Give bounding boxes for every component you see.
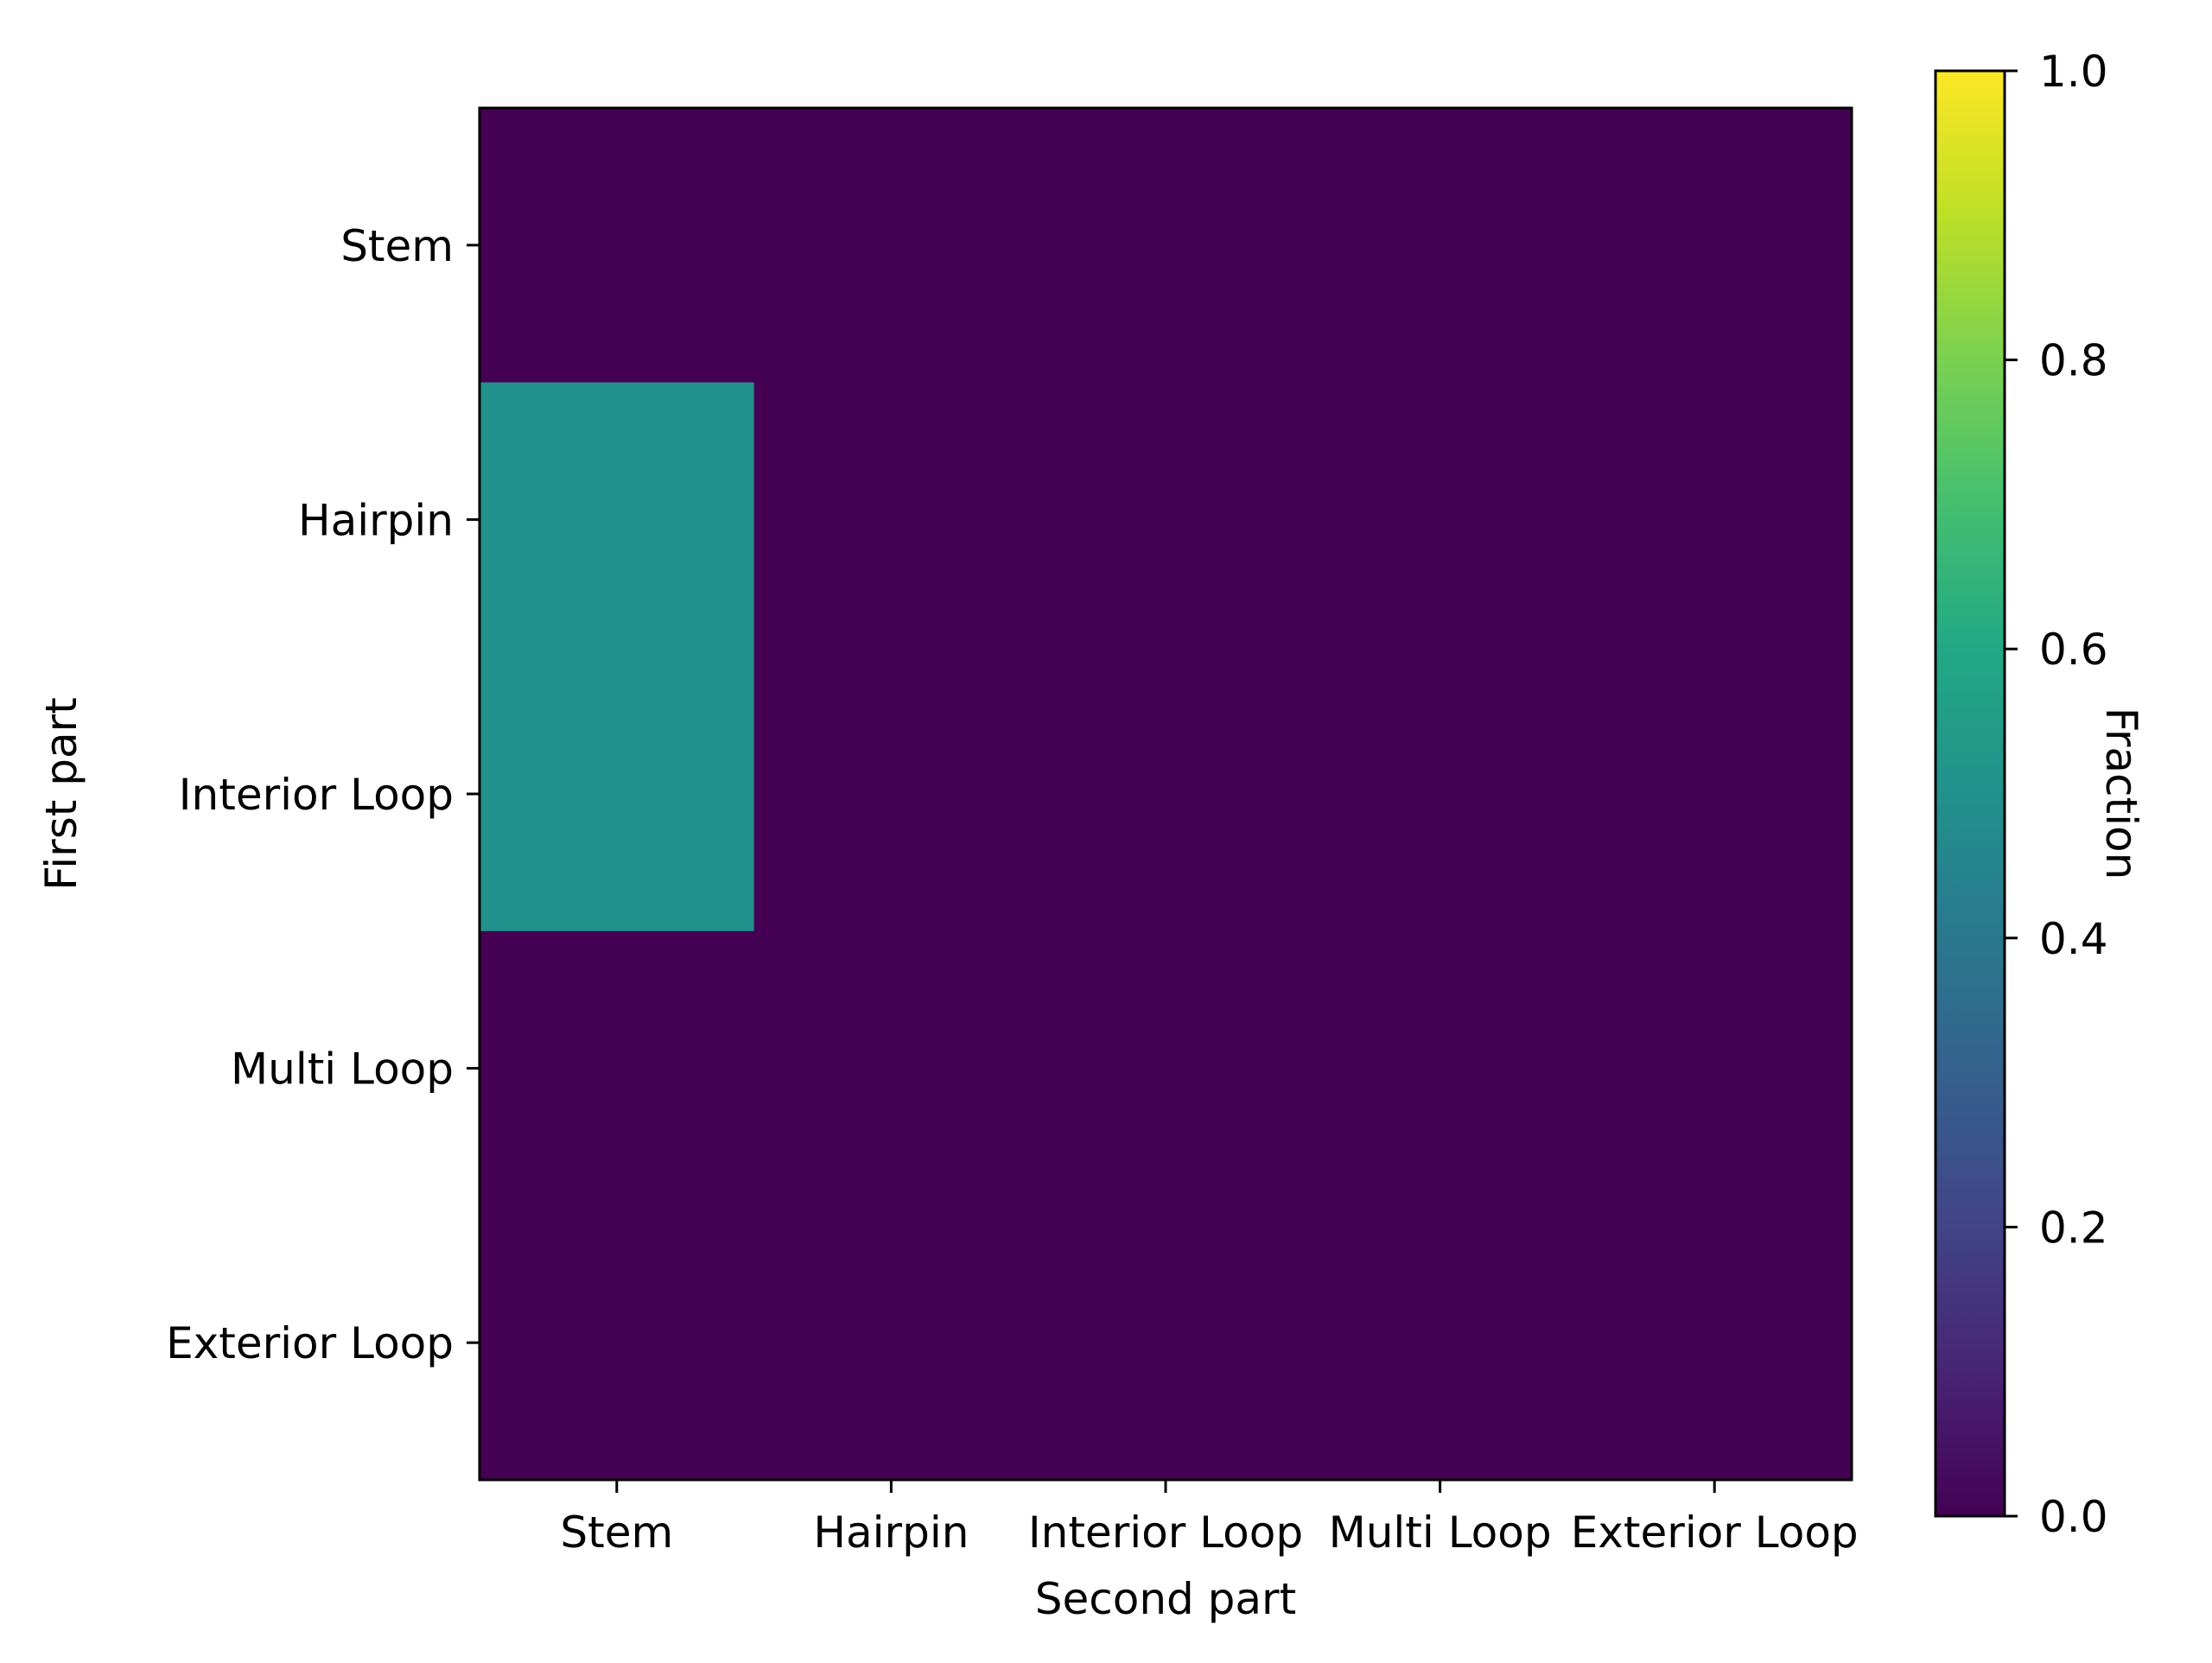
colorbar-tick-label: 0.2: [2039, 1203, 2108, 1253]
heatmap-cell: [1028, 382, 1304, 657]
heatmap-cell: [753, 930, 1029, 1206]
colorbar-tick-label: 0.0: [2039, 1492, 2108, 1542]
x-tick-label: Exterior Loop: [1571, 1507, 1859, 1558]
colorbar-tick-label: 0.8: [2039, 336, 2108, 386]
heatmap-cell: [480, 382, 755, 657]
heatmap-cell: [1577, 1205, 1853, 1481]
y-tick-label: Exterior Loop: [166, 1318, 454, 1368]
heatmap-cell: [1028, 1205, 1304, 1481]
colorbar-tick-label: 0.6: [2039, 625, 2108, 675]
heatmap-cell: [1577, 930, 1853, 1206]
y-tick-label: Interior Loop: [179, 770, 454, 820]
heatmap-cells: [480, 108, 1853, 1481]
heatmap-cell: [1302, 657, 1578, 932]
heatmap-cell: [1577, 657, 1853, 932]
x-tick-label: Interior Loop: [1028, 1507, 1303, 1558]
colorbar-tick-label: 1.0: [2039, 47, 2108, 97]
heatmap-cell: [753, 657, 1029, 932]
x-tick-label: Hairpin: [813, 1507, 969, 1558]
heatmap-cell: [1577, 382, 1853, 657]
heatmap-cell: [480, 108, 755, 384]
heatmap-cell: [480, 930, 755, 1206]
heatmap-cell: [753, 1205, 1029, 1481]
x-axis-ticks: Stem Hairpin Interior Loop Multi Loop Exteri…: [560, 1480, 1859, 1558]
heatmap-cell: [1302, 1205, 1578, 1481]
x-tick-label: Stem: [560, 1507, 673, 1558]
y-tick-label: Multi Loop: [231, 1044, 454, 1095]
x-axis-label: Second part: [1035, 1574, 1296, 1624]
heatmap-cell: [480, 657, 755, 932]
heatmap-cell: [1302, 108, 1578, 384]
heatmap-cell: [1577, 108, 1853, 384]
y-axis-label: First part: [36, 697, 86, 891]
heatmap-cell: [1028, 657, 1304, 932]
y-tick-label: Stem: [340, 221, 454, 271]
colorbar-label: Fraction: [2096, 708, 2146, 880]
colorbar-ticks: 0.0 0.2 0.4 0.6 0.8 1.0: [2005, 47, 2108, 1542]
y-axis-ticks: Stem Hairpin Interior Loop Multi Loop Exteri…: [166, 221, 480, 1368]
heatmap-cell: [1302, 382, 1578, 657]
colorbar: [1934, 69, 2006, 1518]
x-tick-label: Multi Loop: [1329, 1507, 1552, 1558]
heatmap-cell: [1028, 930, 1304, 1206]
heatmap-cell: [1028, 108, 1304, 384]
y-tick-label: Hairpin: [298, 495, 454, 545]
heatmap-cell: [753, 108, 1029, 384]
heatmap-cell: [753, 382, 1029, 657]
heatmap-cell: [480, 1205, 755, 1481]
colorbar-tick-label: 0.4: [2039, 914, 2108, 964]
heatmap-cell: [1302, 930, 1578, 1206]
